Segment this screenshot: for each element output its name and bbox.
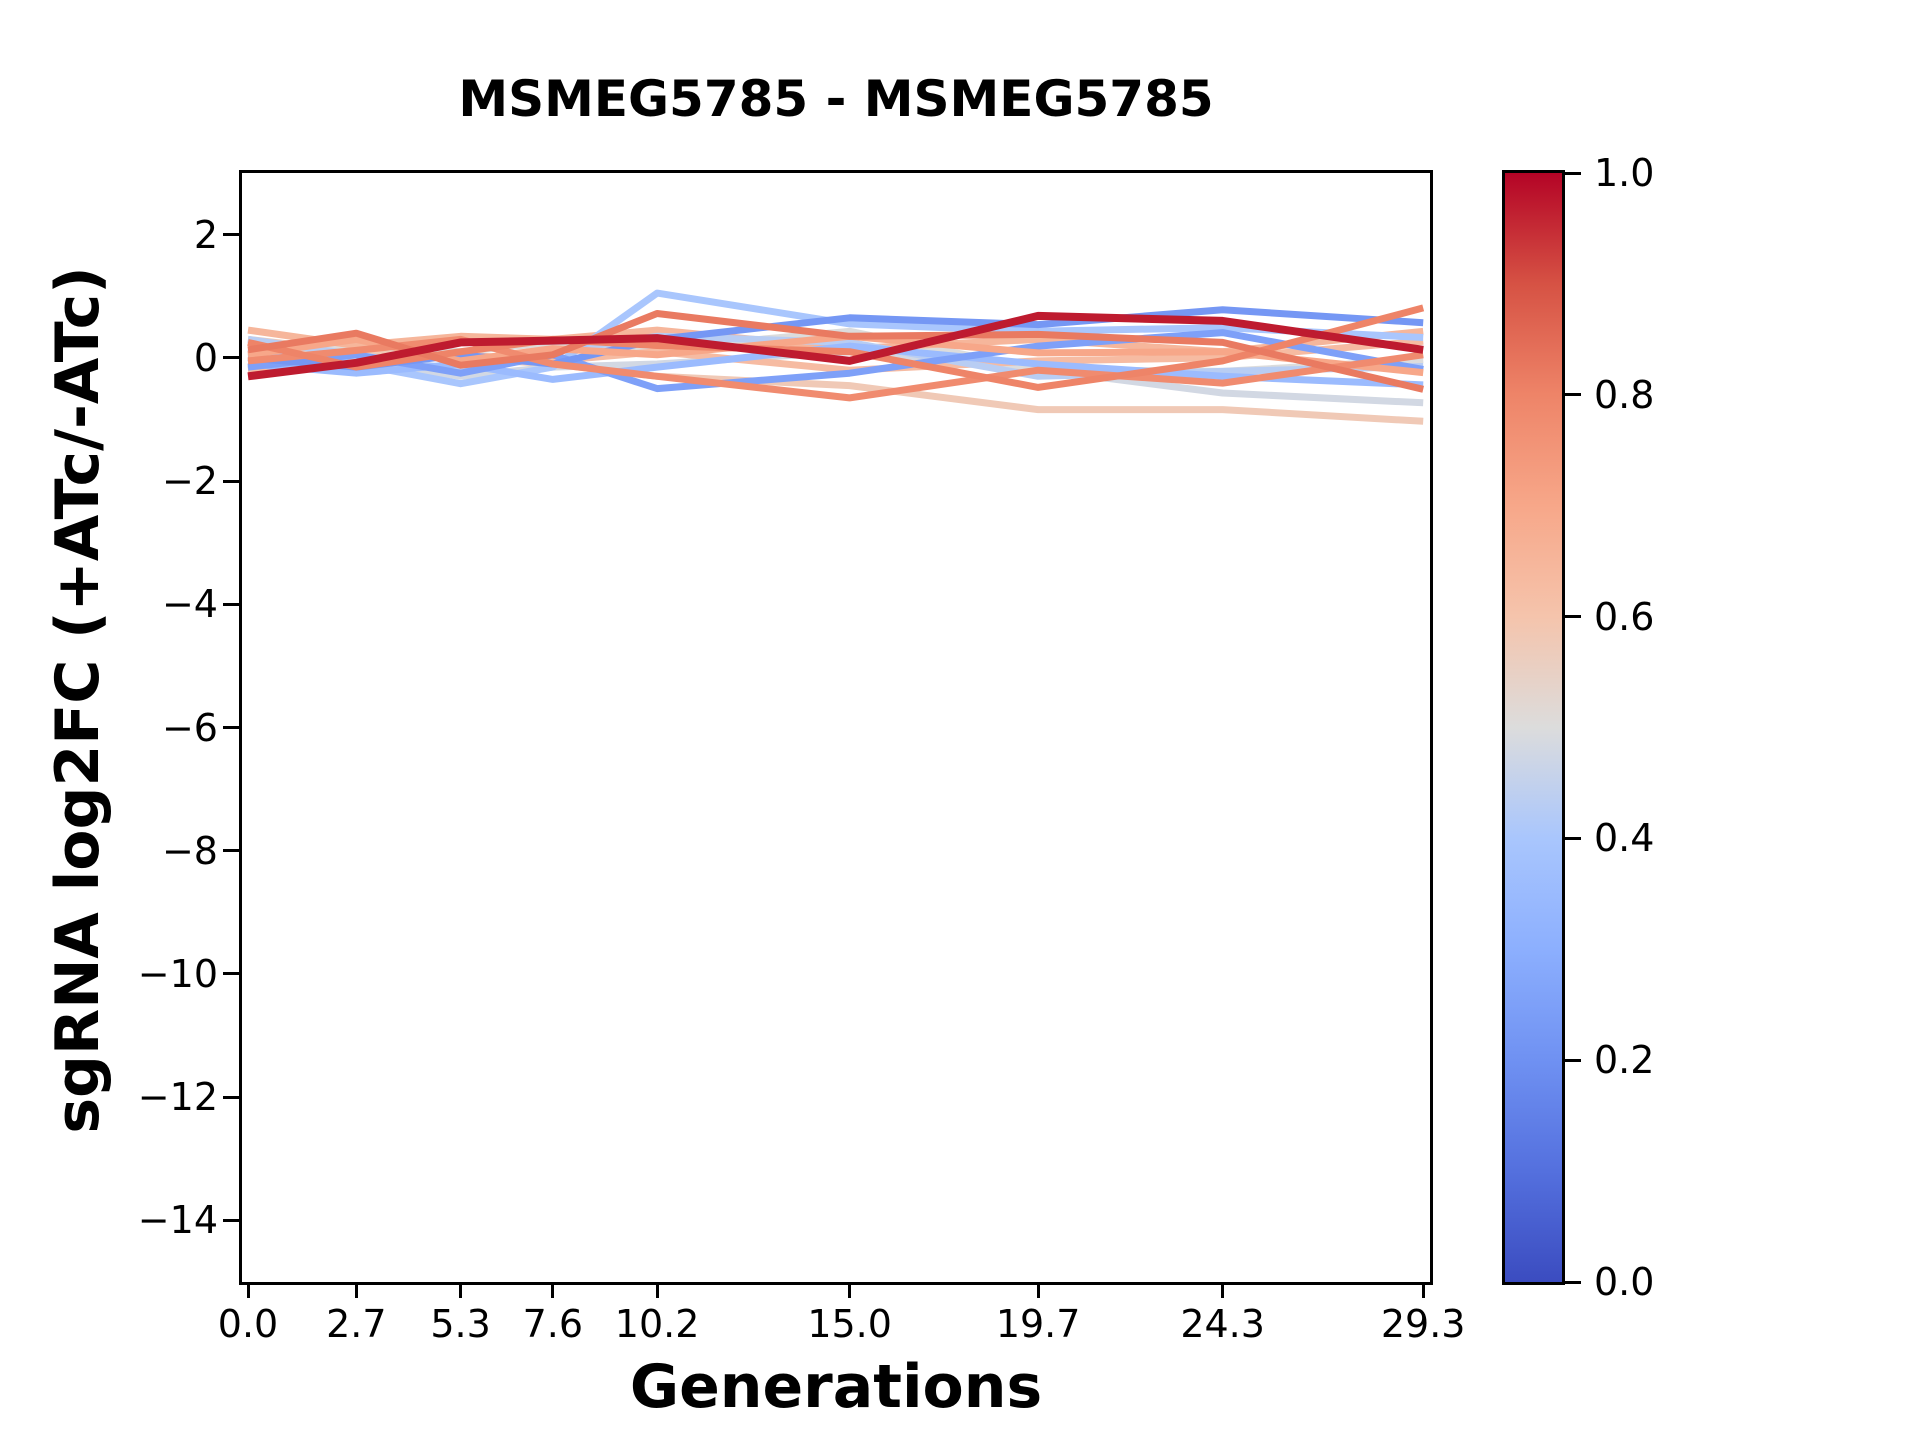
colorbar-tick-label: 0.4	[1594, 816, 1655, 861]
plot-area	[239, 170, 1433, 1285]
y-axis-label-text: sgRNA log2FC (+ATc/-ATc)	[43, 266, 113, 1134]
y-tick-mark	[223, 1218, 239, 1222]
colorbar-tick-label: 0.2	[1594, 1038, 1655, 1083]
x-tick-label: 24.3	[1180, 1302, 1265, 1346]
chart-title: MSMEG5785 - MSMEG5785	[458, 70, 1214, 128]
x-tick-label: 10.2	[614, 1302, 700, 1346]
colorbar-tick-label: 0.8	[1594, 372, 1655, 417]
y-tick-label: −12	[137, 1075, 218, 1120]
colorbar-tick-label: 1.0	[1594, 151, 1655, 195]
x-tick-mark	[354, 1282, 358, 1298]
colorbar-tick-mark	[1565, 393, 1581, 397]
y-tick-label: −10	[137, 951, 218, 996]
y-tick-mark	[223, 233, 239, 237]
x-tick-label: 29.3	[1380, 1302, 1466, 1346]
y-tick-mark	[223, 602, 239, 606]
x-tick-mark	[551, 1282, 555, 1298]
series-line-sgRNA-14	[247, 310, 1424, 393]
y-tick-label: 0	[193, 335, 218, 380]
series-line-sgRNA-13	[247, 304, 1425, 391]
y-tick-label: −6	[161, 705, 218, 750]
y-tick-label: 2	[193, 212, 218, 257]
colorbar-tick-mark	[1565, 615, 1581, 619]
x-tick-mark	[848, 1282, 852, 1298]
y-tick-mark	[223, 1095, 239, 1099]
x-tick-label: 2.7	[326, 1302, 387, 1346]
line-plot-svg	[247, 289, 1425, 425]
colorbar-tick-label: 0.0	[1594, 1260, 1655, 1304]
x-tick-mark	[246, 1282, 250, 1298]
x-axis-label: Generations	[629, 1352, 1043, 1422]
colorbar-tick-mark	[1565, 1058, 1581, 1062]
colorbar-tick-label: 0.6	[1594, 594, 1655, 639]
x-tick-label: 19.7	[995, 1302, 1081, 1346]
y-tick-label: −2	[161, 459, 218, 504]
y-tick-label: −4	[161, 582, 218, 627]
x-tick-mark	[1421, 1282, 1425, 1298]
x-tick-mark	[1036, 1282, 1040, 1298]
y-tick-mark	[223, 479, 239, 483]
colorbar	[1502, 170, 1565, 1285]
x-tick-label: 0.0	[217, 1302, 279, 1346]
x-tick-mark	[459, 1282, 463, 1298]
y-tick-mark	[223, 849, 239, 853]
y-tick-mark	[223, 726, 239, 729]
y-tick-label: −8	[161, 828, 218, 873]
series-line-sgRNA-15	[247, 311, 1424, 381]
x-tick-mark	[655, 1282, 659, 1298]
y-tick-mark	[223, 356, 239, 360]
x-tick-label: 5.3	[430, 1302, 491, 1346]
x-tick-label: 15.0	[807, 1302, 892, 1346]
x-tick-label: 7.6	[522, 1302, 584, 1346]
x-tick-mark	[1221, 1282, 1225, 1298]
colorbar-tick-mark	[1565, 171, 1581, 175]
y-tick-label: −14	[137, 1198, 218, 1243]
colorbar-tick-mark	[1565, 836, 1581, 840]
colorbar-tick-mark	[1565, 1280, 1581, 1284]
y-tick-mark	[223, 972, 239, 976]
